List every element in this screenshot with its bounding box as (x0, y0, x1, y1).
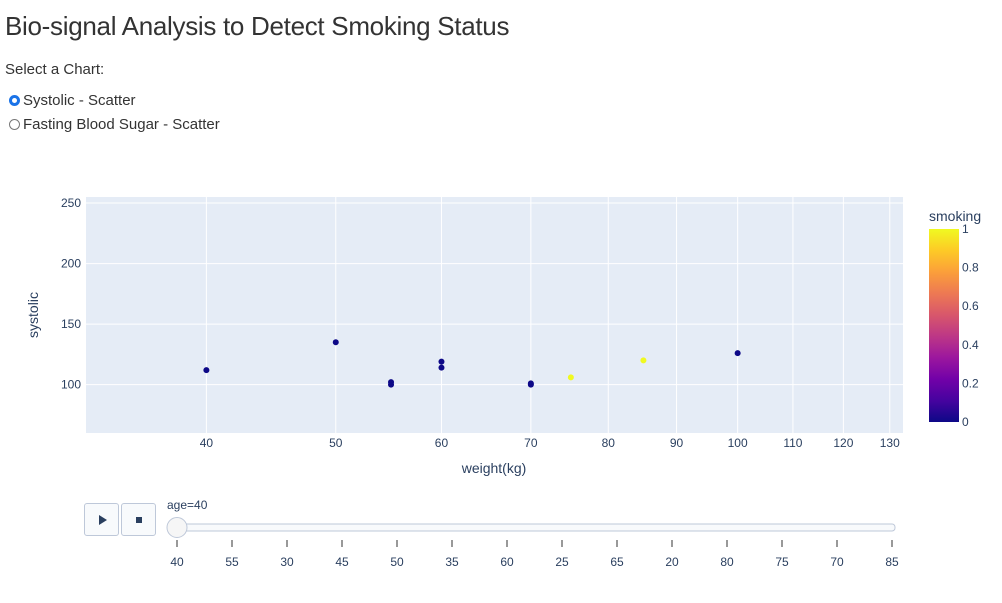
slider-tick-label[interactable]: 65 (610, 555, 624, 569)
colorbar (929, 229, 959, 422)
stop-button[interactable] (121, 503, 156, 536)
y-axis-title: systolic (25, 292, 41, 338)
radio-label-systolic: Systolic - Scatter (23, 92, 136, 109)
data-point[interactable] (527, 381, 534, 388)
slider-tick-label[interactable]: 55 (225, 555, 239, 569)
x-tick-label: 130 (880, 436, 900, 450)
slider-tick-label[interactable]: 60 (500, 555, 514, 569)
colorbar-tick-label: 1 (962, 222, 969, 236)
stop-icon (135, 516, 142, 523)
slider-tick-label[interactable]: 30 (280, 555, 294, 569)
slider-tick-label[interactable]: 75 (775, 555, 789, 569)
slider-tick-label[interactable]: 35 (445, 555, 459, 569)
chart-select-label: Select a Chart: (5, 61, 105, 78)
page-title: Bio-signal Analysis to Detect Smoking St… (5, 11, 510, 41)
radio-option-fasting-blood-sugar[interactable]: Fasting Blood Sugar - Scatter (9, 116, 220, 133)
data-point[interactable] (640, 357, 647, 364)
data-point[interactable] (734, 350, 741, 357)
colorbar-tick-label: 0.8 (962, 261, 979, 275)
data-point[interactable] (388, 381, 395, 388)
colorbar-tick-label: 0.6 (962, 299, 979, 313)
data-point[interactable] (567, 374, 574, 381)
play-button[interactable] (84, 503, 119, 536)
x-tick-label: 70 (524, 436, 538, 450)
y-tick-label: 100 (61, 378, 81, 392)
slider-rail[interactable] (169, 523, 896, 532)
radio-option-systolic[interactable]: Systolic - Scatter (9, 92, 136, 109)
data-point[interactable] (203, 367, 210, 374)
x-tick-label: 110 (783, 436, 802, 450)
data-point[interactable] (438, 358, 445, 365)
plot-area (86, 197, 903, 433)
slider-tick-label[interactable]: 20 (665, 555, 679, 569)
x-tick-label: 100 (728, 436, 748, 450)
radio-label-fasting-blood-sugar: Fasting Blood Sugar - Scatter (23, 116, 220, 133)
colorbar-title: smoking (929, 208, 981, 224)
x-tick-label: 50 (329, 436, 343, 450)
y-tick-label: 200 (61, 257, 81, 271)
slider-handle[interactable] (166, 517, 188, 538)
colorbar-tick-label: 0 (962, 415, 969, 429)
x-tick-label: 80 (602, 436, 616, 450)
slider-tick-label[interactable]: 80 (720, 555, 734, 569)
data-point[interactable] (438, 364, 445, 371)
radio-button-systolic[interactable] (9, 95, 20, 106)
slider-tick-label[interactable]: 25 (555, 555, 569, 569)
y-tick-label: 150 (61, 317, 81, 331)
y-tick-label: 250 (61, 196, 81, 210)
x-tick-label: 90 (670, 436, 684, 450)
slider-tick-label[interactable]: 85 (885, 555, 899, 569)
colorbar-tick-label: 0.2 (962, 376, 979, 390)
slider-tick-label[interactable]: 50 (390, 555, 404, 569)
radio-button-fasting-blood-sugar[interactable] (9, 119, 20, 130)
slider-tick-label[interactable]: 45 (335, 555, 349, 569)
x-tick-label: 40 (200, 436, 214, 450)
x-tick-label: 60 (435, 436, 449, 450)
slider-current-label: age=40 (167, 498, 208, 512)
play-icon (98, 514, 107, 525)
colorbar-tick-label: 0.4 (962, 338, 979, 352)
slider-tick-label[interactable]: 70 (830, 555, 844, 569)
slider-tick-label[interactable]: 40 (170, 555, 184, 569)
x-tick-label: 120 (833, 436, 853, 450)
x-axis-title: weight(kg) (461, 460, 527, 476)
data-point[interactable] (332, 339, 339, 346)
